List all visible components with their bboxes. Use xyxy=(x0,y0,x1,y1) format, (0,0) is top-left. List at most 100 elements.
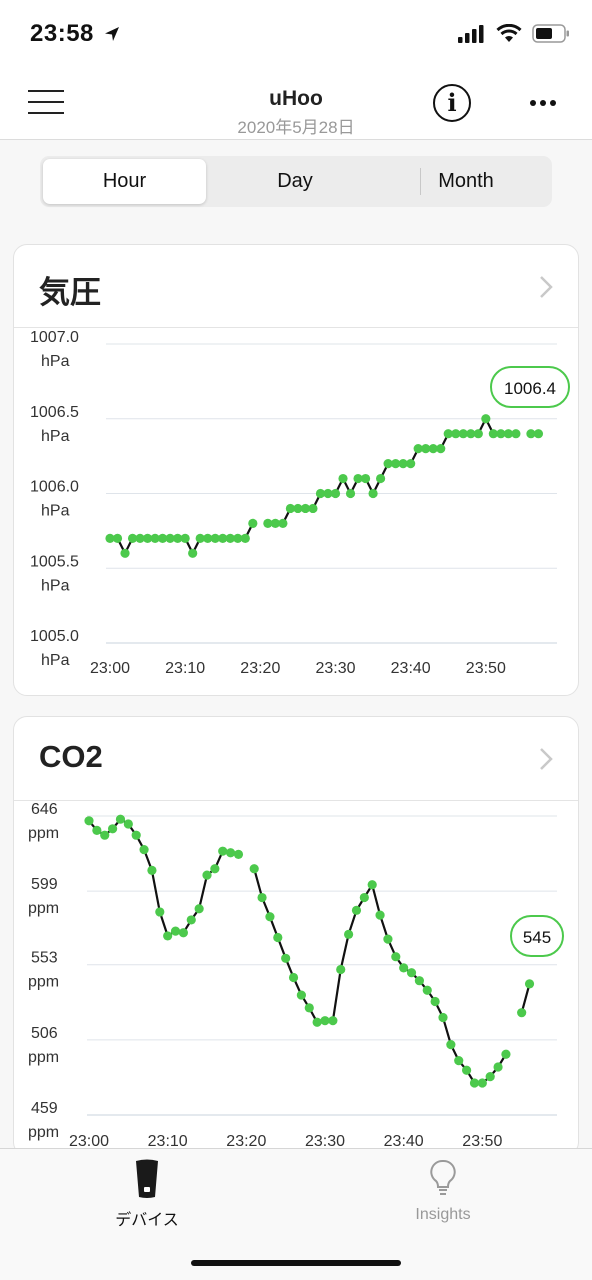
co2-data-point xyxy=(178,928,188,938)
co2-data-point xyxy=(123,819,133,829)
lightbulb-icon xyxy=(430,1159,456,1195)
status-bar: 23:58 xyxy=(0,0,592,70)
location-arrow-icon xyxy=(105,27,119,41)
pressure-data-point xyxy=(391,459,401,469)
pressure-data-point xyxy=(188,548,198,558)
pressure-x-tick-label: 23:30 xyxy=(315,660,355,677)
page-title: uHoo xyxy=(269,87,323,110)
pressure-y-unit-label: hPa xyxy=(41,353,70,370)
tab-devices-label: デバイス xyxy=(115,1212,179,1229)
pressure-data-point xyxy=(488,429,498,439)
tab-devices[interactable]: デバイス xyxy=(47,1149,247,1249)
pressure-data-point xyxy=(203,533,213,543)
pressure-data-point xyxy=(398,459,408,469)
pressure-data-point xyxy=(225,533,235,543)
pressure-data-point xyxy=(165,533,175,543)
pressure-y-tick-label: 1005.5 xyxy=(30,553,79,570)
co2-data-point xyxy=(328,1016,338,1026)
pressure-data-point xyxy=(496,429,506,439)
pressure-data-point xyxy=(180,533,190,543)
pressure-data-point xyxy=(142,533,153,543)
pressure-data-point xyxy=(436,444,446,454)
co2-y-tick-label: 506 xyxy=(31,1025,58,1042)
pressure-data-point xyxy=(443,429,453,439)
hamburger-menu-icon[interactable] xyxy=(28,86,66,118)
signal-icon xyxy=(458,24,484,43)
home-indicator xyxy=(191,1260,401,1266)
pressure-card-title: 気圧 xyxy=(39,275,101,310)
status-icons xyxy=(458,24,570,43)
pressure-data-point xyxy=(218,533,228,543)
pressure-data-point xyxy=(120,548,130,558)
co2-data-point xyxy=(288,972,299,983)
co2-data-point xyxy=(406,968,417,978)
segment-day[interactable]: Day xyxy=(277,170,313,192)
co2-data-point xyxy=(501,1049,511,1059)
co2-data-point xyxy=(147,865,157,875)
co2-data-point xyxy=(367,880,377,890)
pressure-data-point xyxy=(458,429,468,439)
pressure-y-unit-label: hPa xyxy=(41,503,70,520)
pressure-x-tick-label: 23:50 xyxy=(466,660,506,677)
co2-data-point xyxy=(399,963,409,973)
pressure-y-tick-label: 1006.0 xyxy=(30,479,79,496)
pressure-current-value-callout: 1006.4 xyxy=(490,366,570,408)
pressure-data-point xyxy=(383,459,393,469)
co2-data-point xyxy=(257,892,267,903)
co2-data-point xyxy=(139,844,149,855)
pressure-data-point xyxy=(466,429,476,439)
co2-data-point xyxy=(249,864,259,874)
pressure-data-point xyxy=(421,444,431,454)
co2-data-point xyxy=(296,990,306,1000)
co2-data-point xyxy=(155,907,165,917)
co2-data-point xyxy=(186,915,196,925)
pressure-y-unit-label: hPa xyxy=(41,577,70,594)
co2-y-unit-label: ppm xyxy=(28,825,59,842)
co2-data-point xyxy=(375,910,385,920)
co2-data-point xyxy=(524,979,535,989)
co2-x-tick-label: 23:30 xyxy=(305,1133,345,1150)
pressure-x-tick-label: 23:40 xyxy=(391,660,431,677)
pressure-x-tick-label: 23:10 xyxy=(165,660,205,677)
co2-data-point xyxy=(383,934,393,944)
co2-data-point xyxy=(304,1003,314,1013)
pressure-data-point xyxy=(406,459,416,469)
co2-y-tick-label: 599 xyxy=(31,876,58,893)
co2-data-point xyxy=(108,824,118,834)
chevron-right-icon[interactable] xyxy=(538,747,554,771)
pressure-data-point xyxy=(413,444,423,454)
co2-card-title: CO2 xyxy=(39,739,103,774)
pressure-data-point xyxy=(315,488,326,499)
co2-data-point xyxy=(163,931,173,941)
pressure-data-point xyxy=(353,473,363,484)
segment-divider xyxy=(420,168,421,195)
pressure-data-point xyxy=(210,533,220,543)
card-header-divider xyxy=(14,800,578,801)
segment-month[interactable]: Month xyxy=(438,170,494,192)
pressure-chart: 1007.0 hPa 1006.5 hPa 1006.0 hPa 1005.5 hPa 1005… xyxy=(30,329,570,677)
pressure-data-point xyxy=(451,429,461,439)
co2-data-point xyxy=(469,1078,480,1088)
pressure-data-point xyxy=(338,473,348,484)
tab-insights[interactable]: Insights xyxy=(343,1149,543,1249)
chevron-right-icon[interactable] xyxy=(538,275,554,299)
info-icon[interactable]: i xyxy=(433,84,471,122)
tab-insights-label: Insights xyxy=(415,1206,471,1223)
co2-card[interactable]: CO2 646 ppm 599 ppm 553 ppm 506 ppm 459 ppm 23:00 2… xyxy=(13,716,579,1156)
co2-current-value-callout: 545 xyxy=(510,915,564,957)
pressure-data-point xyxy=(368,488,378,499)
more-options-icon[interactable] xyxy=(528,98,558,108)
pressure-card[interactable]: 気圧 1007.0 hPa 1006.5 hPa 1006.0 hPa 1005.5 hPa 1… xyxy=(13,244,579,696)
pressure-y-tick-label: 1007.0 xyxy=(30,329,79,346)
co2-data-point xyxy=(359,892,369,903)
segment-hour[interactable]: Hour xyxy=(43,159,206,204)
co2-y-unit-label: ppm xyxy=(28,1124,59,1141)
co2-data-point xyxy=(312,1017,322,1027)
co2-data-point xyxy=(422,985,432,995)
pressure-data-point xyxy=(503,429,513,439)
co2-data-point xyxy=(391,952,401,962)
pressure-data-point xyxy=(300,503,311,514)
co2-y-unit-label: ppm xyxy=(28,974,59,991)
uhoo-device-icon xyxy=(136,1159,158,1198)
co2-data-point xyxy=(210,864,220,874)
